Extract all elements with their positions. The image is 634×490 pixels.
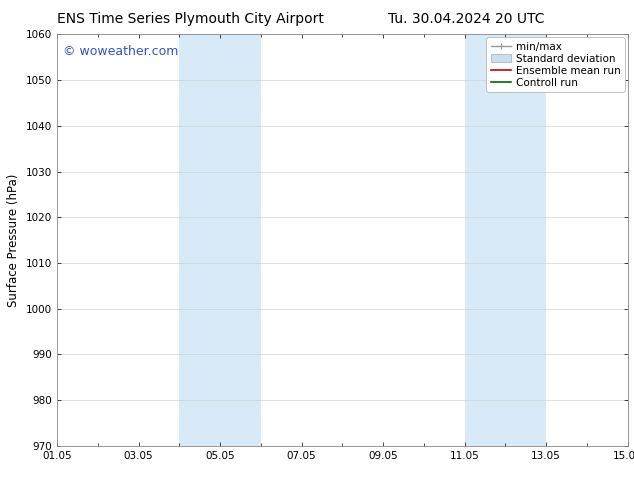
- Text: © woweather.com: © woweather.com: [63, 45, 178, 58]
- Bar: [465, 34, 546, 446]
- Text: Tu. 30.04.2024 20 UTC: Tu. 30.04.2024 20 UTC: [388, 12, 544, 26]
- Legend: min/max, Standard deviation, Ensemble mean run, Controll run: min/max, Standard deviation, Ensemble me…: [486, 37, 624, 92]
- Y-axis label: Surface Pressure (hPa): Surface Pressure (hPa): [8, 173, 20, 307]
- Text: ENS Time Series Plymouth City Airport: ENS Time Series Plymouth City Airport: [57, 12, 323, 26]
- Bar: [179, 34, 261, 446]
